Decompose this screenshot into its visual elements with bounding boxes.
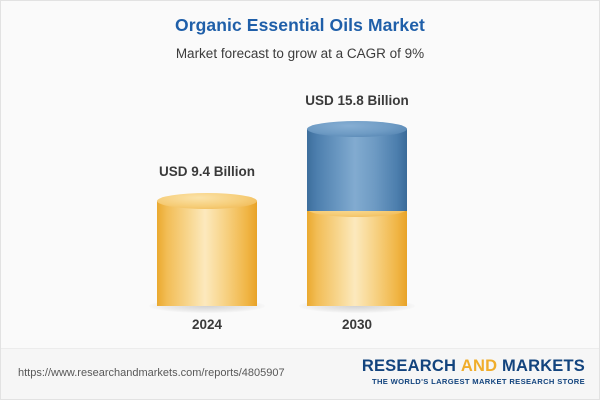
logo-word-markets: MARKETS (502, 357, 585, 375)
bar-segment-body (157, 201, 257, 306)
bar-segment-body (307, 129, 407, 211)
bar-value-label: USD 15.8 Billion (305, 93, 409, 108)
logo-word-and: AND (460, 357, 498, 375)
chart-plot-area: USD 9.4 Billion 2024 USD 15.8 Billion (1, 1, 599, 349)
bar-segment-body (307, 209, 407, 306)
chart-subtitle: Market forecast to grow at a CAGR of 9% (175, 46, 425, 61)
bar-value-label: USD 9.4 Billion (158, 164, 256, 179)
logo-word-research: RESEARCH (361, 357, 457, 375)
report-url[interactable]: https://www.researchandmarkets.com/repor… (18, 367, 285, 379)
chart-header: Organic Essential Oils Market Market for… (1, 15, 599, 61)
footer-bar: https://www.researchandmarkets.com/repor… (1, 348, 599, 399)
bar-category-label: 2030 (341, 317, 373, 332)
brand-logo[interactable]: RESEARCH AND MARKETS THE WORLD'S LARGEST… (361, 357, 585, 387)
logo-wordmark: RESEARCH AND MARKETS (361, 357, 585, 375)
bar-segment-cap (157, 193, 257, 209)
page-title: Organic Essential Oils Market (175, 15, 425, 35)
bar-segment-cap (307, 121, 407, 137)
logo-tagline: THE WORLD'S LARGEST MARKET RESEARCH STOR… (371, 377, 585, 387)
bar-category-label: 2024 (191, 317, 223, 332)
